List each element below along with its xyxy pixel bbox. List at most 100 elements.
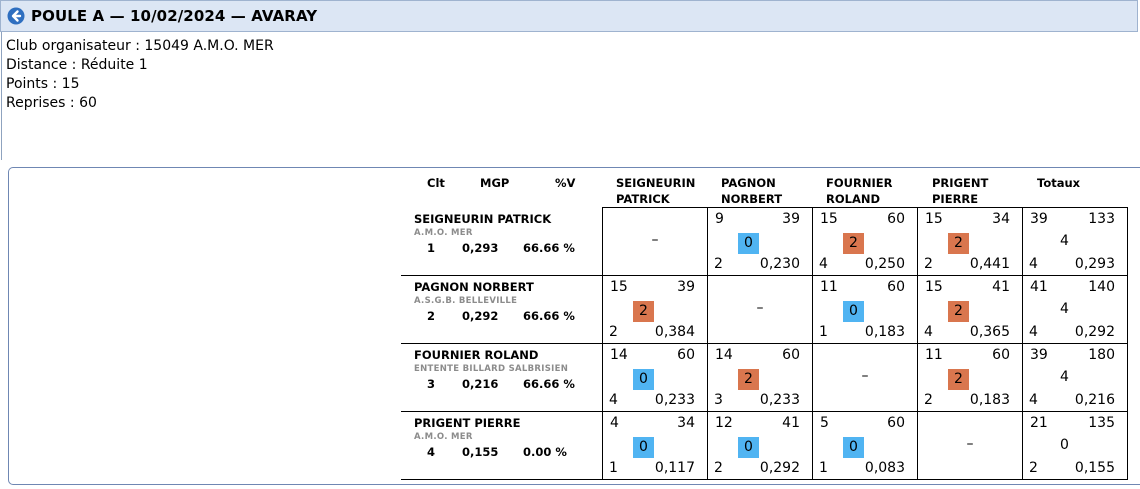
player-rank: 2 bbox=[427, 309, 436, 323]
player-mgp: 0,293 bbox=[462, 240, 499, 255]
col-header-player-4: PRIGENT PIERRE bbox=[932, 176, 989, 206]
total-serie: 4 bbox=[1029, 256, 1038, 272]
match-score-badge: 0 bbox=[738, 437, 759, 458]
player-win-pct: 66.66 % bbox=[523, 309, 575, 323]
col-header-clt: Clt bbox=[427, 176, 445, 190]
match-points: 15 bbox=[925, 211, 943, 227]
info-block: Club organisateur : 15049 A.M.O. MER Dis… bbox=[6, 37, 274, 113]
match-cell: 5 60 0 1 0,083 bbox=[812, 411, 918, 480]
match-score-badge: 0 bbox=[633, 437, 654, 458]
total-moyenne: 0,293 bbox=[1074, 256, 1115, 272]
player-rank: 3 bbox=[427, 377, 436, 391]
match-reprises: 39 bbox=[677, 279, 695, 295]
match-moyenne: 0,083 bbox=[864, 460, 905, 476]
match-cell: 14 60 0 4 0,233 bbox=[602, 343, 708, 412]
match-moyenne: 0,230 bbox=[759, 256, 800, 272]
results-grid: SEIGNEURIN PATRICK A.M.O. MER 1 0,293 66.66 … bbox=[401, 207, 1128, 480]
player-cell: PAGNON NORBERT A.S.G.B. BELLEVILLE 2 0,292 6… bbox=[401, 275, 603, 344]
self-dash: – bbox=[861, 368, 869, 384]
player-win-pct: 0.00 % bbox=[523, 445, 567, 459]
totals-cell: 39 180 4 4 0,216 bbox=[1022, 343, 1128, 412]
match-score-badge: 2 bbox=[633, 301, 654, 322]
match-cell-self: – bbox=[707, 275, 813, 344]
match-score-badge: 0 bbox=[843, 437, 864, 458]
match-serie: 1 bbox=[819, 324, 828, 340]
total-moyenne: 0,216 bbox=[1074, 392, 1115, 408]
match-serie: 2 bbox=[924, 256, 933, 272]
self-dash: – bbox=[756, 300, 764, 316]
match-score-badge: 2 bbox=[948, 233, 969, 254]
total-reprises: 133 bbox=[1088, 211, 1115, 227]
match-reprises: 60 bbox=[887, 415, 905, 431]
match-points: 12 bbox=[715, 415, 733, 431]
match-reprises: 60 bbox=[677, 347, 695, 363]
player-cell: FOURNIER ROLAND ENTENTE BILLARD SALBRISIE… bbox=[401, 343, 603, 412]
total-reprises: 135 bbox=[1088, 415, 1115, 431]
match-moyenne: 0,441 bbox=[969, 256, 1010, 272]
table-row: FOURNIER ROLAND ENTENTE BILLARD SALBRISIE… bbox=[401, 343, 1128, 412]
total-score: 4 bbox=[1060, 233, 1069, 249]
player-mgp: 0,155 bbox=[462, 445, 499, 459]
player-club: A.M.O. MER bbox=[414, 227, 473, 238]
match-serie: 2 bbox=[924, 392, 933, 408]
match-score-badge: 2 bbox=[843, 233, 864, 254]
col-header-player-1: SEIGNEURIN PATRICK bbox=[616, 176, 696, 206]
match-reprises: 34 bbox=[992, 211, 1010, 227]
page-title: POULE A — 10/02/2024 — AVARAY bbox=[31, 7, 318, 25]
match-serie: 2 bbox=[714, 460, 723, 476]
match-points: 11 bbox=[925, 347, 943, 363]
match-cell: 9 39 0 2 0,230 bbox=[707, 207, 813, 276]
match-points: 14 bbox=[715, 347, 733, 363]
club-organisateur: Club organisateur : 15049 A.M.O. MER bbox=[6, 38, 274, 54]
match-moyenne: 0,117 bbox=[654, 460, 695, 476]
player-mgp: 0,216 bbox=[462, 377, 499, 391]
total-points: 41 bbox=[1030, 279, 1048, 295]
reprises: Reprises : 60 bbox=[6, 95, 97, 111]
total-moyenne: 0,292 bbox=[1074, 324, 1115, 340]
total-points: 39 bbox=[1030, 347, 1048, 363]
player-name[interactable]: FOURNIER ROLAND bbox=[414, 348, 539, 362]
total-reprises: 140 bbox=[1088, 279, 1115, 295]
match-cell: 11 60 2 2 0,183 bbox=[917, 343, 1023, 412]
match-serie: 3 bbox=[714, 392, 723, 408]
match-reprises: 39 bbox=[782, 211, 800, 227]
match-cell-self: – bbox=[917, 411, 1023, 480]
player-rank: 4 bbox=[427, 445, 436, 459]
match-cell: 15 34 2 2 0,441 bbox=[917, 207, 1023, 276]
total-moyenne: 0,155 bbox=[1074, 460, 1115, 476]
match-cell: 15 41 2 4 0,365 bbox=[917, 275, 1023, 344]
match-reprises: 41 bbox=[992, 279, 1010, 295]
total-points: 21 bbox=[1030, 415, 1048, 431]
match-moyenne: 0,233 bbox=[654, 392, 695, 408]
table-row: SEIGNEURIN PATRICK A.M.O. MER 1 0,293 66.66 … bbox=[401, 207, 1128, 276]
total-serie: 4 bbox=[1029, 392, 1038, 408]
self-dash: – bbox=[651, 232, 659, 248]
match-reprises: 41 bbox=[782, 415, 800, 431]
match-points: 14 bbox=[610, 347, 628, 363]
match-cell: 12 41 0 2 0,292 bbox=[707, 411, 813, 480]
match-moyenne: 0,384 bbox=[654, 324, 695, 340]
player-name[interactable]: PAGNON NORBERT bbox=[414, 280, 534, 294]
match-points: 15 bbox=[925, 279, 943, 295]
match-serie: 2 bbox=[609, 324, 618, 340]
player-club: ENTENTE BILLARD SALBRISIEN bbox=[414, 364, 569, 374]
back-arrow-icon[interactable] bbox=[7, 7, 25, 25]
match-reprises: 60 bbox=[992, 347, 1010, 363]
table-row: PRIGENT PIERRE A.M.O. MER 4 0,155 0.00 % 4 34 0… bbox=[401, 411, 1128, 480]
match-reprises: 34 bbox=[677, 415, 695, 431]
match-cell: 4 34 0 1 0,117 bbox=[602, 411, 708, 480]
match-cell: 11 60 0 1 0,183 bbox=[812, 275, 918, 344]
col-header-totals: Totaux bbox=[1037, 176, 1081, 190]
title-bar: POULE A — 10/02/2024 — AVARAY bbox=[0, 0, 1138, 32]
player-name[interactable]: SEIGNEURIN PATRICK bbox=[414, 211, 552, 226]
totals-cell: 21 135 0 2 0,155 bbox=[1022, 411, 1128, 480]
player-name[interactable]: PRIGENT PIERRE bbox=[414, 416, 521, 430]
total-score: 0 bbox=[1060, 437, 1069, 453]
match-score-badge: 2 bbox=[948, 369, 969, 390]
player-cell: SEIGNEURIN PATRICK A.M.O. MER 1 0,293 66.66 … bbox=[401, 207, 603, 276]
totals-cell: 41 140 4 4 0,292 bbox=[1022, 275, 1128, 344]
match-serie: 4 bbox=[819, 256, 828, 272]
match-cell: 14 60 2 3 0,233 bbox=[707, 343, 813, 412]
player-mgp: 0,292 bbox=[462, 309, 499, 323]
match-points: 11 bbox=[820, 279, 838, 295]
